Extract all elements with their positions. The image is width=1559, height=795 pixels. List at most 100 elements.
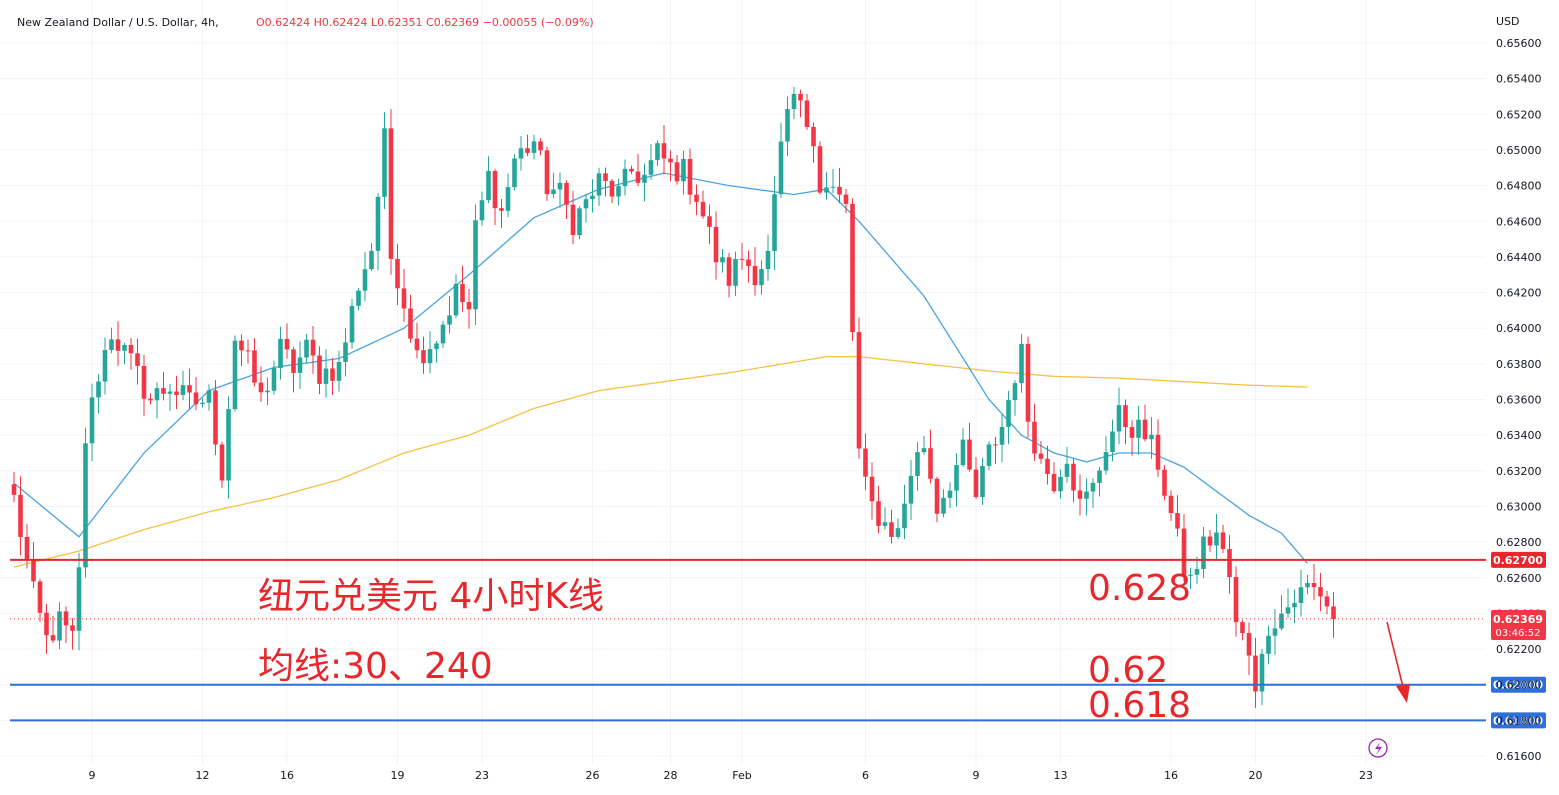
level-price-label: 0.62700 bbox=[1493, 554, 1543, 567]
candle bbox=[63, 606, 69, 644]
candle bbox=[187, 368, 192, 409]
candle bbox=[1285, 588, 1291, 618]
y-tick-label: 0.62200 bbox=[1496, 643, 1542, 656]
candle bbox=[642, 163, 647, 202]
candle bbox=[661, 124, 667, 175]
candle bbox=[590, 179, 595, 213]
symbol-title: New Zealand Dollar / U.S. Dollar, 4h, bbox=[17, 16, 219, 29]
candle bbox=[226, 396, 231, 499]
candle bbox=[245, 339, 251, 364]
candle bbox=[141, 354, 147, 417]
candle bbox=[726, 252, 732, 298]
y-tick-label: 0.62600 bbox=[1496, 572, 1542, 585]
replay-lightning-icon[interactable] bbox=[1368, 738, 1388, 758]
candle bbox=[1051, 462, 1057, 494]
candle bbox=[1116, 387, 1122, 445]
candle bbox=[791, 86, 797, 120]
annotation-level-0618: 0.618 bbox=[1088, 685, 1191, 726]
y-tick-label: 0.65400 bbox=[1496, 73, 1542, 86]
candle bbox=[50, 616, 56, 643]
candle bbox=[551, 172, 556, 198]
candle bbox=[1038, 441, 1044, 464]
x-tick-label: 9 bbox=[89, 769, 96, 782]
ma240-line bbox=[13, 356, 1308, 568]
candle bbox=[668, 150, 673, 182]
candle bbox=[687, 148, 693, 205]
candle bbox=[304, 333, 309, 363]
candle bbox=[265, 377, 270, 406]
candle bbox=[1025, 336, 1031, 438]
candle bbox=[427, 331, 433, 374]
candle bbox=[674, 155, 680, 185]
candle bbox=[323, 349, 329, 398]
candle bbox=[382, 112, 387, 210]
candle bbox=[1064, 446, 1070, 483]
candle bbox=[557, 172, 563, 208]
candle bbox=[76, 552, 82, 651]
candle bbox=[518, 135, 524, 171]
candle bbox=[1162, 464, 1167, 501]
candle bbox=[284, 323, 290, 359]
candle bbox=[1227, 535, 1232, 594]
y-tick-label: 0.63600 bbox=[1496, 394, 1542, 407]
candle bbox=[239, 334, 244, 367]
candle bbox=[616, 178, 621, 206]
candle bbox=[1071, 458, 1076, 503]
candle bbox=[180, 370, 186, 401]
candle bbox=[973, 457, 979, 500]
y-tick-label: 0.65200 bbox=[1496, 108, 1542, 121]
candle bbox=[700, 190, 706, 219]
candle bbox=[1110, 419, 1115, 462]
candle bbox=[908, 459, 914, 520]
candle bbox=[915, 442, 920, 491]
candle bbox=[252, 338, 257, 387]
candle bbox=[713, 211, 719, 280]
candle bbox=[102, 337, 108, 395]
candle bbox=[330, 358, 335, 395]
candle bbox=[174, 375, 179, 410]
candle bbox=[811, 122, 816, 163]
candle bbox=[291, 346, 296, 393]
candle bbox=[1298, 569, 1304, 617]
candle bbox=[681, 150, 686, 195]
candle bbox=[1305, 574, 1310, 595]
candle bbox=[538, 137, 543, 156]
candle bbox=[843, 188, 849, 214]
candle bbox=[460, 265, 465, 312]
candle bbox=[278, 326, 283, 380]
y-tick-label: 0.65600 bbox=[1496, 37, 1542, 50]
y-axis: 0.65600 0.65400 0.65200 0.65000 0.64800 0.646… bbox=[1496, 37, 1542, 763]
candle bbox=[739, 242, 745, 270]
candle bbox=[531, 134, 537, 160]
candle bbox=[343, 328, 348, 377]
annotation-title: 纽元兑美元 4小时K线 bbox=[258, 576, 604, 617]
candle bbox=[213, 380, 218, 456]
candle bbox=[1246, 622, 1252, 675]
candle bbox=[895, 518, 901, 540]
candle bbox=[89, 383, 95, 462]
x-tick-label: 12 bbox=[196, 769, 210, 782]
candle bbox=[785, 96, 790, 157]
candle bbox=[349, 298, 355, 349]
candle bbox=[408, 294, 413, 343]
candle bbox=[24, 524, 30, 569]
candle bbox=[629, 165, 634, 175]
y-tick-label: 0.63400 bbox=[1496, 429, 1542, 442]
candle bbox=[148, 393, 153, 405]
y-tick-label: 0.63800 bbox=[1496, 358, 1542, 371]
y-tick-label: 0.63000 bbox=[1496, 500, 1542, 513]
candle bbox=[11, 471, 17, 503]
candle bbox=[1272, 609, 1278, 655]
candle bbox=[395, 244, 400, 305]
candle bbox=[96, 374, 101, 414]
candle bbox=[44, 603, 49, 654]
ma240-line-layer bbox=[13, 356, 1308, 568]
candle bbox=[967, 422, 972, 472]
candle bbox=[1045, 445, 1050, 485]
candle bbox=[447, 295, 452, 334]
candle bbox=[1279, 595, 1284, 631]
candle bbox=[505, 173, 511, 218]
forecast-arrow bbox=[1386, 621, 1410, 703]
last-price-tag: 0.62369 03:46:52 bbox=[1491, 610, 1546, 640]
